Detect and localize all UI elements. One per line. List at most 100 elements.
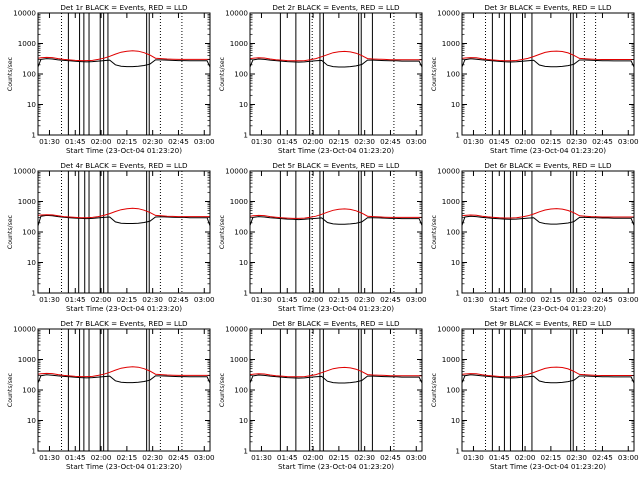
x-tick-label: 02:00 xyxy=(515,137,536,146)
x-tick-label: 02:30 xyxy=(566,295,587,304)
y-tick-label: 100 xyxy=(234,386,248,395)
lld-series-line xyxy=(462,50,634,62)
x-tick-label: 01:45 xyxy=(277,137,298,146)
x-tick-label: 03:00 xyxy=(618,453,639,462)
x-tick-label: 01:30 xyxy=(39,453,60,462)
x-tick-label: 03:00 xyxy=(194,137,215,146)
x-tick-label: 02:00 xyxy=(515,295,536,304)
x-axis-label: Start Time (23-Oct-04 01:23:20) xyxy=(490,146,606,155)
events-series-line xyxy=(250,374,422,384)
x-tick-label: 02:45 xyxy=(592,295,613,304)
y-tick-label: 1000 xyxy=(18,355,37,364)
x-tick-label: 03:00 xyxy=(406,453,427,462)
y-tick-label: 1000 xyxy=(230,39,249,48)
y-tick-label: 1000 xyxy=(18,39,37,48)
y-axis-label: Counts/sec xyxy=(219,214,226,249)
y-tick-label: 10 xyxy=(239,100,249,109)
x-axis-label: Start Time (23-Oct-04 01:23:20) xyxy=(490,304,606,313)
chart-panel: Det 4r BLACK = Events, RED = LLD 1 10 100 10… xyxy=(7,161,215,313)
y-axis-label: Counts/sec xyxy=(219,56,226,91)
y-tick-label: 1 xyxy=(31,289,36,298)
x-tick-label: 02:00 xyxy=(91,137,112,146)
x-tick-label: 02:45 xyxy=(380,453,401,462)
y-tick-label: 100 xyxy=(234,228,248,237)
x-tick-label: 02:15 xyxy=(117,137,138,146)
y-tick-label: 1 xyxy=(243,131,248,140)
y-axis-label: Counts/sec xyxy=(431,214,438,249)
y-tick-label: 1 xyxy=(243,447,248,456)
x-tick-label: 02:45 xyxy=(380,137,401,146)
y-tick-label: 10000 xyxy=(13,9,36,18)
chart-panel: Det 5r BLACK = Events, RED = LLD 1 10 100 10… xyxy=(219,161,427,313)
plot-frame xyxy=(249,170,423,294)
y-tick-label: 10000 xyxy=(225,9,248,18)
events-series-line xyxy=(462,58,634,68)
y-tick-label: 10 xyxy=(239,258,249,267)
y-tick-label: 10 xyxy=(27,258,37,267)
x-tick-label: 02:15 xyxy=(329,295,350,304)
chart-title: Det 4r BLACK = Events, RED = LLD xyxy=(60,161,188,170)
x-tick-label: 02:30 xyxy=(566,453,587,462)
y-tick-label: 10 xyxy=(451,416,461,425)
chart-title: Det 7r BLACK = Events, RED = LLD xyxy=(60,319,188,328)
y-tick-label: 10 xyxy=(27,100,37,109)
x-tick-label: 02:45 xyxy=(592,137,613,146)
y-tick-label: 10000 xyxy=(13,167,36,176)
y-axis-label: Counts/sec xyxy=(431,372,438,407)
y-tick-label: 10000 xyxy=(437,167,460,176)
x-tick-label: 02:30 xyxy=(566,137,587,146)
x-axis-label: Start Time (23-Oct-04 01:23:20) xyxy=(66,462,182,471)
x-tick-label: 01:45 xyxy=(65,295,86,304)
y-tick-label: 100 xyxy=(22,386,36,395)
x-tick-label: 01:45 xyxy=(489,137,510,146)
y-tick-label: 100 xyxy=(234,70,248,79)
x-axis-label: Start Time (23-Oct-04 01:23:20) xyxy=(278,146,394,155)
x-tick-label: 01:30 xyxy=(251,137,272,146)
x-tick-label: 03:00 xyxy=(406,295,427,304)
x-axis-label: Start Time (23-Oct-04 01:23:20) xyxy=(490,462,606,471)
y-tick-label: 10000 xyxy=(225,167,248,176)
x-tick-label: 01:45 xyxy=(489,295,510,304)
x-tick-label: 03:00 xyxy=(194,453,215,462)
y-tick-label: 1 xyxy=(31,447,36,456)
y-tick-label: 1 xyxy=(455,447,460,456)
x-tick-label: 01:30 xyxy=(251,453,272,462)
y-axis-label: Counts/sec xyxy=(219,372,226,407)
y-tick-label: 10 xyxy=(451,100,461,109)
x-tick-label: 02:15 xyxy=(117,295,138,304)
x-tick-label: 01:45 xyxy=(65,453,86,462)
y-tick-label: 1000 xyxy=(442,355,461,364)
y-tick-label: 1000 xyxy=(230,355,249,364)
x-tick-label: 03:00 xyxy=(406,137,427,146)
x-tick-label: 02:15 xyxy=(541,295,562,304)
x-tick-label: 02:45 xyxy=(380,295,401,304)
plot-frame xyxy=(37,12,211,136)
events-series-line xyxy=(250,216,422,226)
chart-panel: Det 1r BLACK = Events, RED = LLD 1 10 100 10… xyxy=(7,3,215,155)
chart-title: Det 6r BLACK = Events, RED = LLD xyxy=(484,161,612,170)
chart-panel: Det 9r BLACK = Events, RED = LLD 1 10 100 10… xyxy=(431,319,639,471)
lld-series-line xyxy=(38,207,210,219)
x-tick-label: 01:45 xyxy=(65,137,86,146)
x-axis-label: Start Time (23-Oct-04 01:23:20) xyxy=(278,462,394,471)
x-tick-label: 01:30 xyxy=(251,295,272,304)
y-axis-label: Counts/sec xyxy=(7,214,14,249)
x-tick-label: 01:30 xyxy=(39,295,60,304)
lld-series-line xyxy=(250,208,422,219)
y-tick-label: 1000 xyxy=(442,197,461,206)
y-tick-label: 10 xyxy=(239,416,249,425)
plot-frame xyxy=(37,170,211,294)
plot-frame xyxy=(461,328,635,452)
chart-title: Det 5r BLACK = Events, RED = LLD xyxy=(272,161,400,170)
x-tick-label: 03:00 xyxy=(194,295,215,304)
events-series-line xyxy=(38,58,210,68)
x-tick-label: 02:30 xyxy=(142,137,163,146)
y-tick-label: 1000 xyxy=(18,197,37,206)
x-tick-label: 02:45 xyxy=(592,453,613,462)
y-tick-label: 10000 xyxy=(437,325,460,334)
y-tick-label: 10000 xyxy=(437,9,460,18)
x-tick-label: 01:45 xyxy=(277,295,298,304)
chart-title: Det 3r BLACK = Events, RED = LLD xyxy=(484,3,612,12)
y-tick-label: 10000 xyxy=(13,325,36,334)
